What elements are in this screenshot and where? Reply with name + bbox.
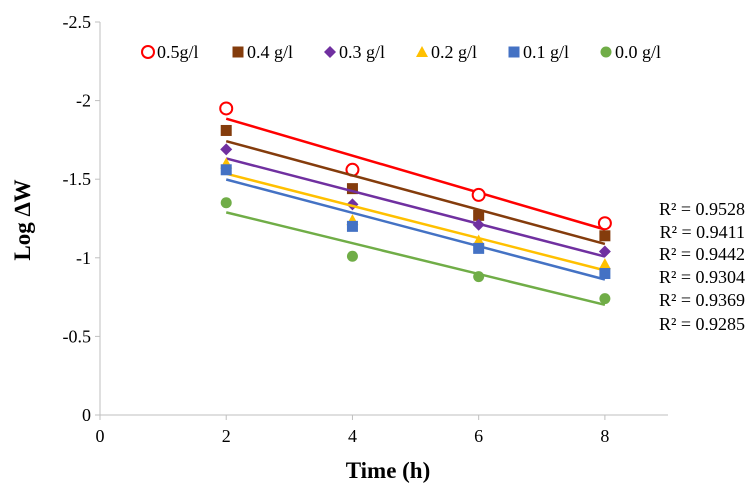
y-tick-label: -0.5 bbox=[63, 326, 92, 346]
legend-marker bbox=[141, 45, 155, 59]
legend-marker bbox=[416, 46, 428, 57]
data-point bbox=[220, 124, 232, 136]
legend-label: 0.4 g/l bbox=[247, 42, 293, 62]
r-squared-label: R² = 0.9369 bbox=[659, 290, 745, 310]
legend-label: 0.1 g/l bbox=[523, 42, 569, 62]
data-point bbox=[220, 164, 232, 176]
x-tick-label: 0 bbox=[96, 426, 105, 446]
x-tick-label: 4 bbox=[348, 426, 357, 446]
trendline-1 bbox=[225, 139, 606, 246]
r-squared-label: R² = 0.9304 bbox=[659, 267, 745, 287]
trendline-0 bbox=[225, 117, 606, 231]
r-squared-label: R² = 0.9411 bbox=[660, 222, 745, 242]
y-tick-label: 0 bbox=[82, 405, 91, 425]
data-point bbox=[473, 271, 485, 283]
data-point bbox=[598, 258, 611, 270]
legend-marker bbox=[600, 46, 612, 58]
y-axis-title: Log ∆W bbox=[10, 179, 35, 260]
legend-marker bbox=[232, 46, 244, 58]
r-squared-label: R² = 0.9285 bbox=[659, 314, 745, 334]
r-squared-label: R² = 0.9442 bbox=[659, 244, 745, 264]
data-point bbox=[219, 101, 234, 116]
legend-label: 0.5g/l bbox=[157, 42, 199, 62]
data-point bbox=[220, 197, 232, 209]
data-point bbox=[346, 183, 358, 195]
legend-marker bbox=[508, 46, 520, 58]
y-tick-label: -1 bbox=[76, 248, 91, 268]
data-point bbox=[597, 216, 612, 231]
x-tick-label: 8 bbox=[600, 426, 609, 446]
data-point bbox=[220, 143, 233, 156]
data-point bbox=[599, 293, 611, 305]
y-tick-label: -2.5 bbox=[63, 12, 92, 32]
data-point bbox=[471, 187, 486, 202]
legend-label: 0.2 g/l bbox=[431, 42, 477, 62]
trendline-5 bbox=[225, 211, 606, 307]
x-tick-label: 6 bbox=[474, 426, 483, 446]
data-point bbox=[346, 250, 358, 262]
legend-label: 0.3 g/l bbox=[339, 42, 385, 62]
x-tick-label: 2 bbox=[222, 426, 231, 446]
trendline-3 bbox=[225, 172, 606, 272]
data-point bbox=[473, 209, 485, 221]
y-tick-label: -1.5 bbox=[63, 169, 92, 189]
trendline-4 bbox=[225, 178, 606, 281]
data-point bbox=[472, 218, 485, 231]
y-tick-label: -2 bbox=[76, 91, 91, 111]
data-point bbox=[599, 230, 611, 242]
data-point bbox=[346, 220, 358, 232]
x-axis-title: Time (h) bbox=[346, 458, 431, 483]
trendline-2 bbox=[225, 157, 606, 258]
data-point bbox=[472, 234, 485, 246]
data-point bbox=[598, 245, 611, 258]
data-point bbox=[473, 242, 485, 254]
r-squared-label: R² = 0.9528 bbox=[659, 199, 745, 219]
legend-label: 0.0 g/l bbox=[615, 42, 661, 62]
data-point bbox=[599, 268, 611, 280]
legend-marker bbox=[324, 46, 336, 58]
